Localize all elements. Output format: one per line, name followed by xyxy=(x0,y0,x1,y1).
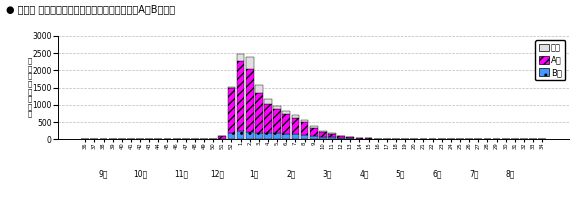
Bar xyxy=(264,104,272,133)
Bar xyxy=(264,99,272,104)
Bar xyxy=(328,137,336,139)
Bar xyxy=(346,138,354,139)
Bar xyxy=(301,120,309,122)
Bar xyxy=(255,85,263,93)
Text: 3月: 3月 xyxy=(322,170,332,179)
Bar xyxy=(310,136,318,139)
Bar xyxy=(282,134,290,139)
Bar xyxy=(246,132,254,139)
Bar xyxy=(319,131,327,132)
Bar xyxy=(255,93,263,133)
Bar xyxy=(273,106,281,109)
Text: 6月: 6月 xyxy=(432,170,442,179)
Bar xyxy=(236,131,245,139)
Bar xyxy=(310,126,318,128)
Bar xyxy=(292,134,299,139)
Bar xyxy=(228,87,235,88)
Bar xyxy=(273,134,281,139)
Bar xyxy=(246,57,254,69)
Bar xyxy=(319,137,327,139)
Legend: 不明, A型, B型: 不明, A型, B型 xyxy=(535,40,565,80)
Text: ● 愛媛県 定点医療機関における迅速検査結果（A，B型別）: ● 愛媛県 定点医療機関における迅速検査結果（A，B型別） xyxy=(6,4,175,14)
Bar xyxy=(292,115,299,118)
Bar xyxy=(264,133,272,139)
Text: 12月: 12月 xyxy=(211,170,225,179)
Bar xyxy=(228,133,235,139)
Bar xyxy=(356,138,363,139)
Bar xyxy=(328,133,336,134)
Bar xyxy=(338,138,345,139)
Text: 11月: 11月 xyxy=(174,170,188,179)
Bar xyxy=(319,132,327,137)
Bar xyxy=(282,111,290,114)
Bar xyxy=(310,128,318,136)
Bar xyxy=(236,61,245,131)
Bar xyxy=(236,54,245,61)
Text: 7月: 7月 xyxy=(469,170,478,179)
Bar xyxy=(292,118,299,134)
Bar xyxy=(328,134,336,137)
Text: 2月: 2月 xyxy=(286,170,296,179)
Bar xyxy=(255,133,263,139)
Bar xyxy=(218,136,226,139)
Bar xyxy=(246,69,254,132)
Text: 8月: 8月 xyxy=(505,170,515,179)
Bar xyxy=(338,136,345,138)
Y-axis label: 患
者
報
告
数
（
人
）: 患 者 報 告 数 （ 人 ） xyxy=(27,58,32,117)
Bar xyxy=(282,114,290,134)
Bar xyxy=(228,88,235,133)
Text: 9月: 9月 xyxy=(99,170,108,179)
Text: 5月: 5月 xyxy=(396,170,406,179)
Bar xyxy=(301,135,309,139)
Bar xyxy=(346,137,354,138)
Bar xyxy=(301,122,309,135)
Text: 4月: 4月 xyxy=(359,170,369,179)
Text: 1月: 1月 xyxy=(250,170,259,179)
Bar xyxy=(273,109,281,134)
Text: 10月: 10月 xyxy=(133,170,147,179)
